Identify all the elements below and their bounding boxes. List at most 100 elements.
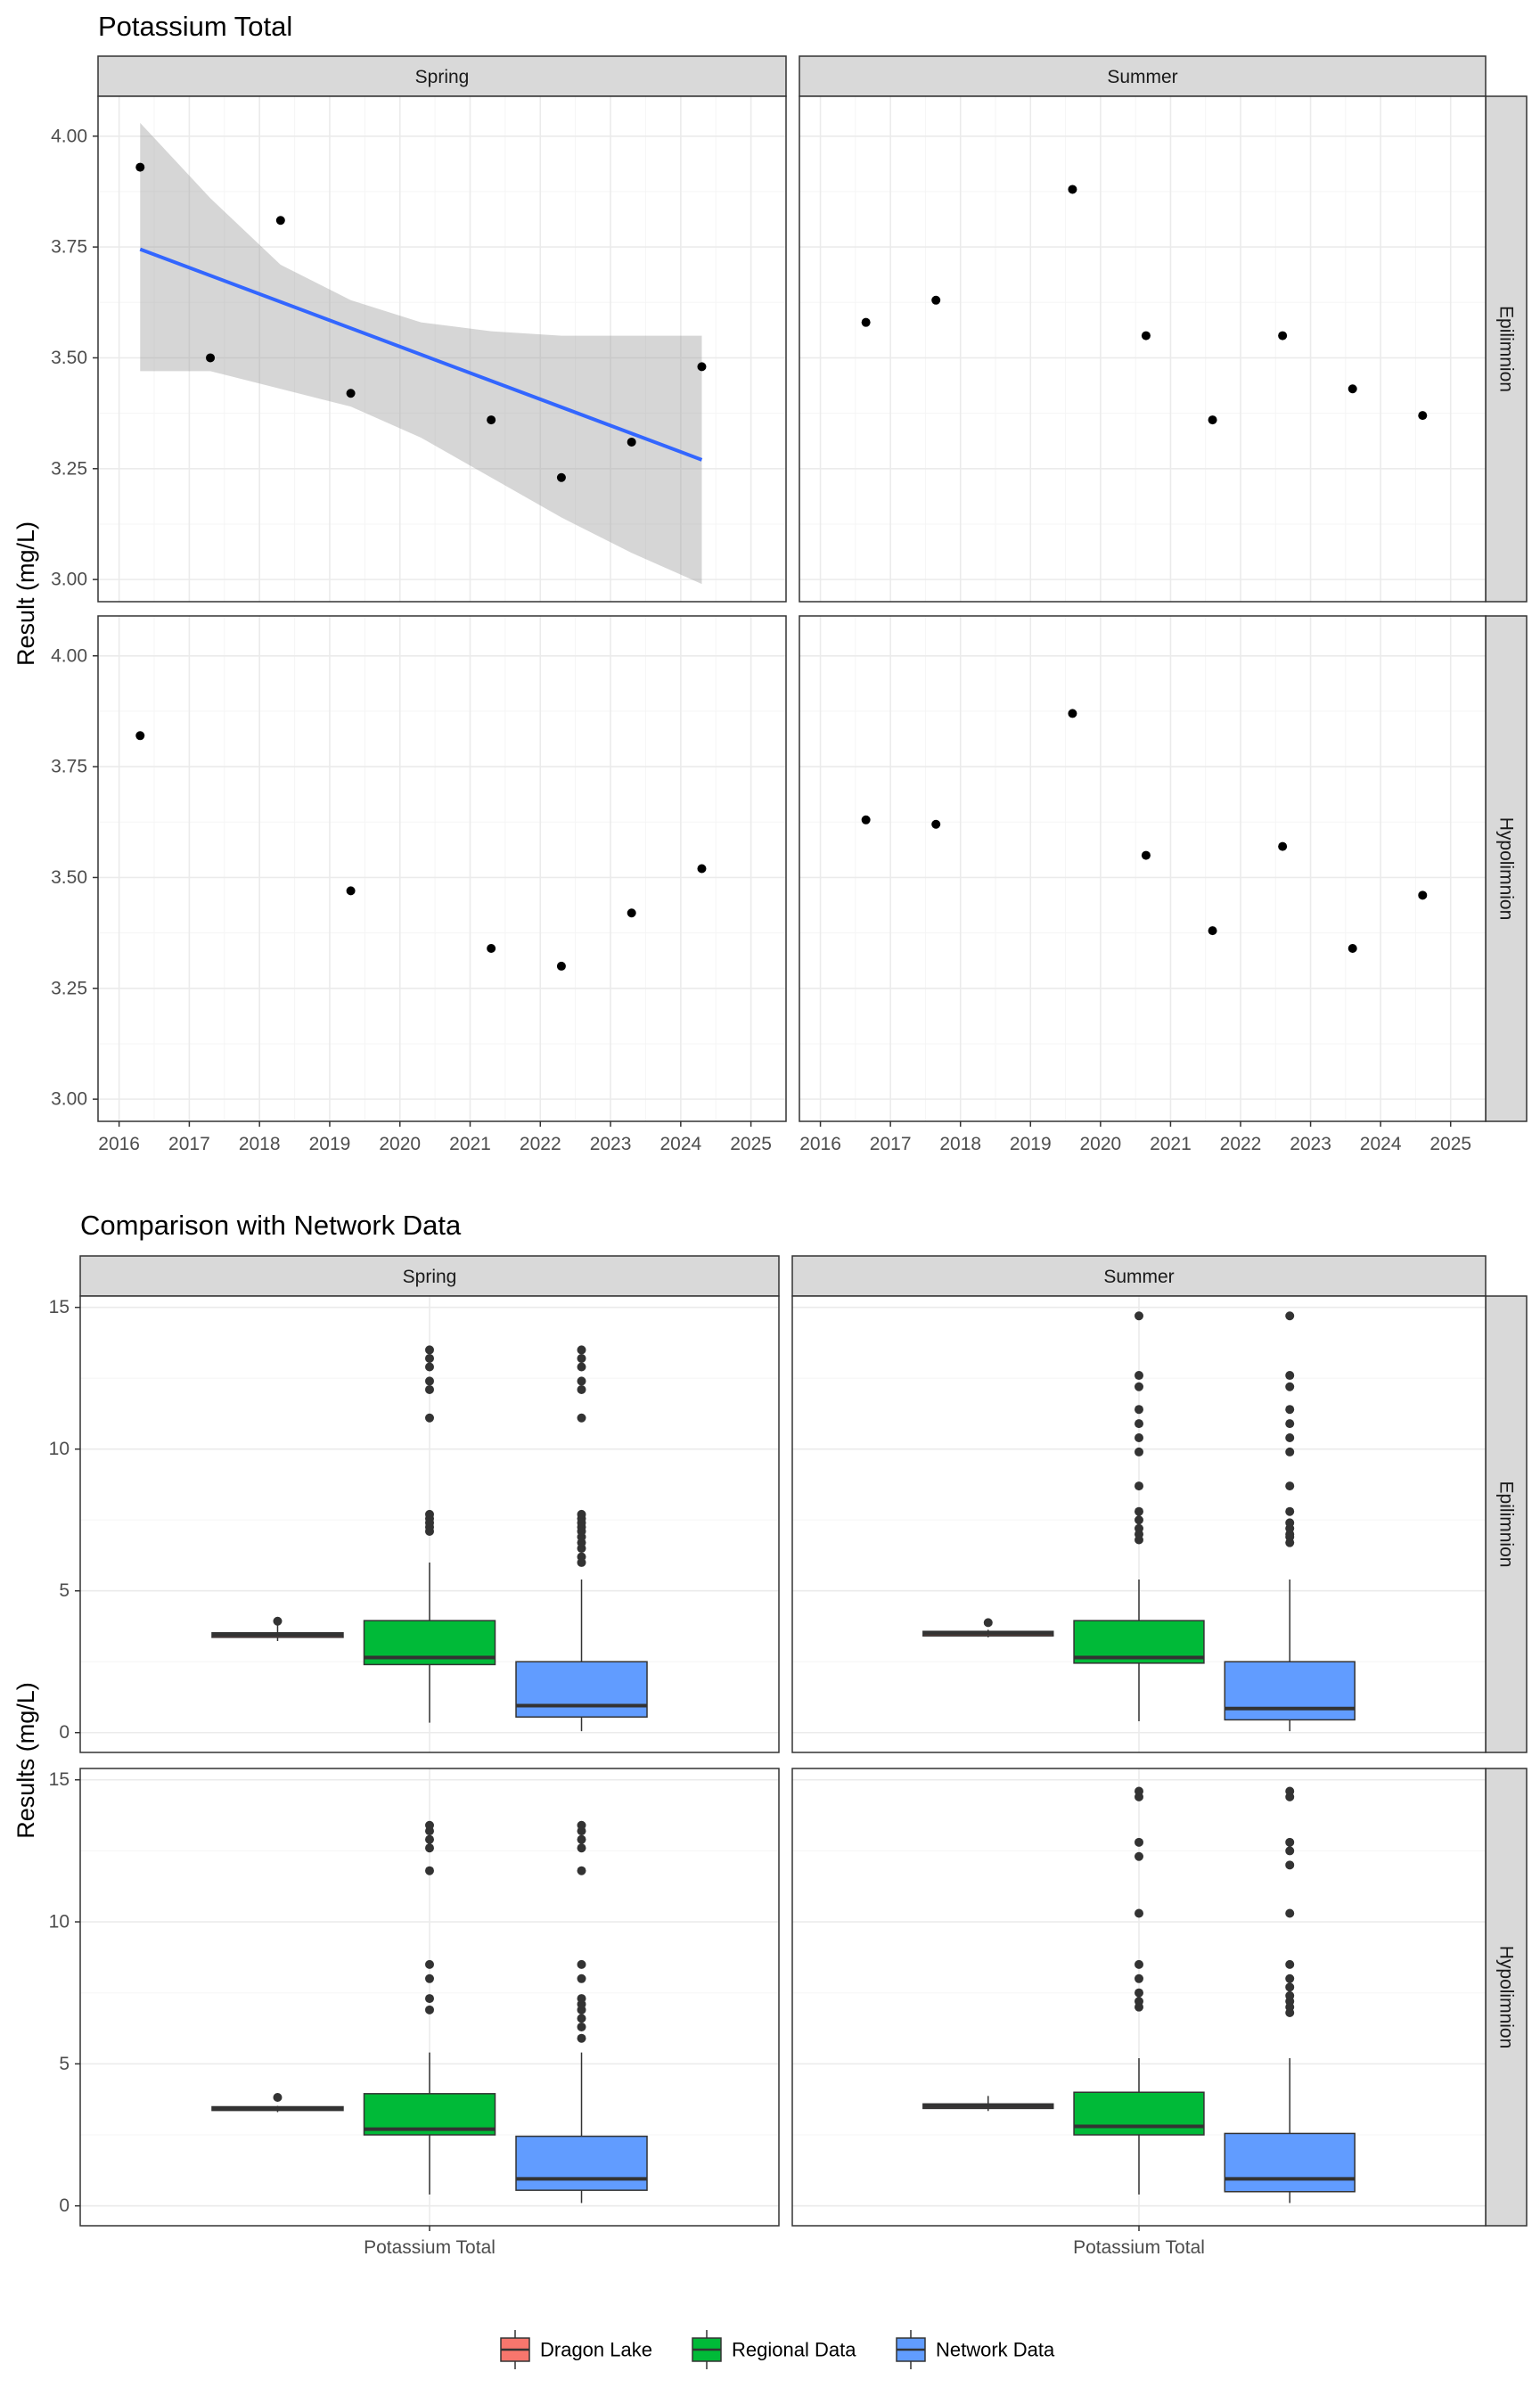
data-point <box>1278 841 1288 851</box>
outlier-point <box>577 1866 586 1875</box>
box-body <box>1073 2091 1205 2136</box>
y-tick-label: 3.25 <box>51 458 87 479</box>
data-point <box>487 944 496 954</box>
outlier-point <box>1135 1382 1143 1391</box>
panel-border <box>79 1295 780 1753</box>
outlier-point <box>577 1376 586 1386</box>
x-category-label: Potassium Total <box>1073 2237 1205 2258</box>
outlier-point <box>1285 1433 1295 1443</box>
outlier-point <box>1285 1481 1295 1491</box>
outlier-point <box>1285 1860 1295 1870</box>
panel-summer-hypolimnion: Potassium Total <box>791 1768 1487 2258</box>
box-body <box>1224 1661 1356 1721</box>
outlier-point <box>1285 1837 1295 1847</box>
x-tick-label: 2023 <box>1290 1134 1331 1154</box>
strip-epilimnion <box>1485 1295 1528 1753</box>
box-regional-data <box>363 1820 496 2195</box>
y-tick-label: 3.00 <box>51 1089 87 1110</box>
outlier-point <box>1135 1786 1143 1796</box>
x-tick-label: 2023 <box>590 1134 632 1154</box>
x-tick-label: 2017 <box>168 1134 210 1154</box>
outlier-point <box>983 1618 993 1628</box>
outlier-point <box>1135 1447 1143 1456</box>
y-tick-label: 3.50 <box>51 867 87 888</box>
legend-entry-dragon-lake: Dragon Lake <box>500 2330 652 2369</box>
outlier-point <box>1285 1786 1295 1796</box>
data-point <box>556 472 566 482</box>
box-network-data <box>515 1345 648 1732</box>
outlier-point <box>1285 1518 1295 1528</box>
x-tick-label: 2020 <box>379 1134 421 1154</box>
x-tick-label: 2025 <box>730 1134 772 1154</box>
box-network-data <box>1224 1786 1356 2203</box>
outlier-point <box>425 1866 434 1875</box>
strip-epilimnion <box>1485 95 1528 603</box>
data-point <box>135 162 145 172</box>
y-tick-label: 5 <box>59 2054 70 2074</box>
legend-label: Dragon Lake <box>540 2339 652 2361</box>
box-dragon-lake <box>211 2092 344 2113</box>
outlier-point <box>577 1345 586 1355</box>
outlier-point <box>577 1820 586 1830</box>
y-tick-label: 5 <box>59 1580 70 1601</box>
box-dragon-lake <box>922 1618 1054 1637</box>
data-point <box>206 353 216 363</box>
outlier-point <box>1135 1523 1143 1533</box>
data-point <box>346 886 356 896</box>
panel-spring-hypolimnion: 3.00 3.25 3.50 3.75 4.00 2016 2017 2018 2019 2020… <box>51 615 787 1154</box>
outlier-point <box>1135 1506 1143 1516</box>
box-regional-data <box>1073 1311 1205 1722</box>
x-category-label: Potassium Total <box>364 2237 496 2258</box>
data-point <box>1068 185 1077 194</box>
panel-border <box>97 95 787 603</box>
panel-background <box>98 96 786 602</box>
y-tick-label: 0 <box>59 1722 70 1743</box>
strip-summer <box>799 55 1487 97</box>
outlier-point <box>577 1834 586 1844</box>
y-tick-label: 4.00 <box>51 645 87 666</box>
outlier-point <box>1135 1973 1143 1983</box>
outlier-point <box>577 1843 586 1853</box>
outlier-point <box>1285 1447 1295 1456</box>
data-point <box>346 389 356 398</box>
outlier-point <box>1285 1973 1295 1983</box>
outlier-point <box>425 1843 434 1853</box>
strip-label-spring: Spring <box>403 1267 457 1287</box>
outlier-point <box>425 2005 434 2014</box>
chart-title-comparison: Comparison with Network Data <box>80 1210 462 1241</box>
y-tick-label: 3.00 <box>51 570 87 590</box>
x-tick-label: 2024 <box>1360 1134 1402 1154</box>
outlier-point <box>1135 1405 1143 1415</box>
outlier-point <box>1135 1311 1143 1321</box>
y-tick-label: 0 <box>59 2195 70 2216</box>
chart-title-potassium-total: Potassium Total <box>98 11 292 42</box>
data-point <box>861 815 871 825</box>
data-point <box>627 908 636 918</box>
outlier-point <box>1135 1851 1143 1861</box>
outlier-point <box>577 2022 586 2031</box>
x-tick-label: 2020 <box>1079 1134 1121 1154</box>
y-tick-label: 3.75 <box>51 237 87 258</box>
box-body <box>1224 2132 1356 2193</box>
outlier-point <box>1285 1982 1295 1992</box>
y-tick-label: 10 <box>49 1439 70 1459</box>
panel-spring-epilimnion: 0 5 10 15 <box>49 1295 780 1753</box>
y-tick-label: 15 <box>49 1297 70 1317</box>
y-tick-label: 10 <box>49 1912 70 1932</box>
strip-label-spring: Spring <box>415 67 470 87</box>
outlier-point <box>1135 1988 1143 1998</box>
strip-label-hypolimnion: Hypolimnion <box>1496 817 1517 921</box>
outlier-point <box>1285 1311 1295 1321</box>
strip-hypolimnion <box>1485 615 1528 1122</box>
outlier-point <box>577 2014 586 2023</box>
outlier-point <box>577 1362 586 1372</box>
panel-border <box>799 615 1487 1122</box>
data-point <box>1348 384 1357 394</box>
outlier-point <box>1285 1419 1295 1429</box>
outlier-point <box>425 1994 434 2004</box>
outlier-point <box>1135 1371 1143 1381</box>
data-point <box>487 415 496 425</box>
x-tick-label: 2021 <box>449 1134 491 1154</box>
panel-background <box>98 616 786 1121</box>
panel-border <box>799 95 1487 603</box>
